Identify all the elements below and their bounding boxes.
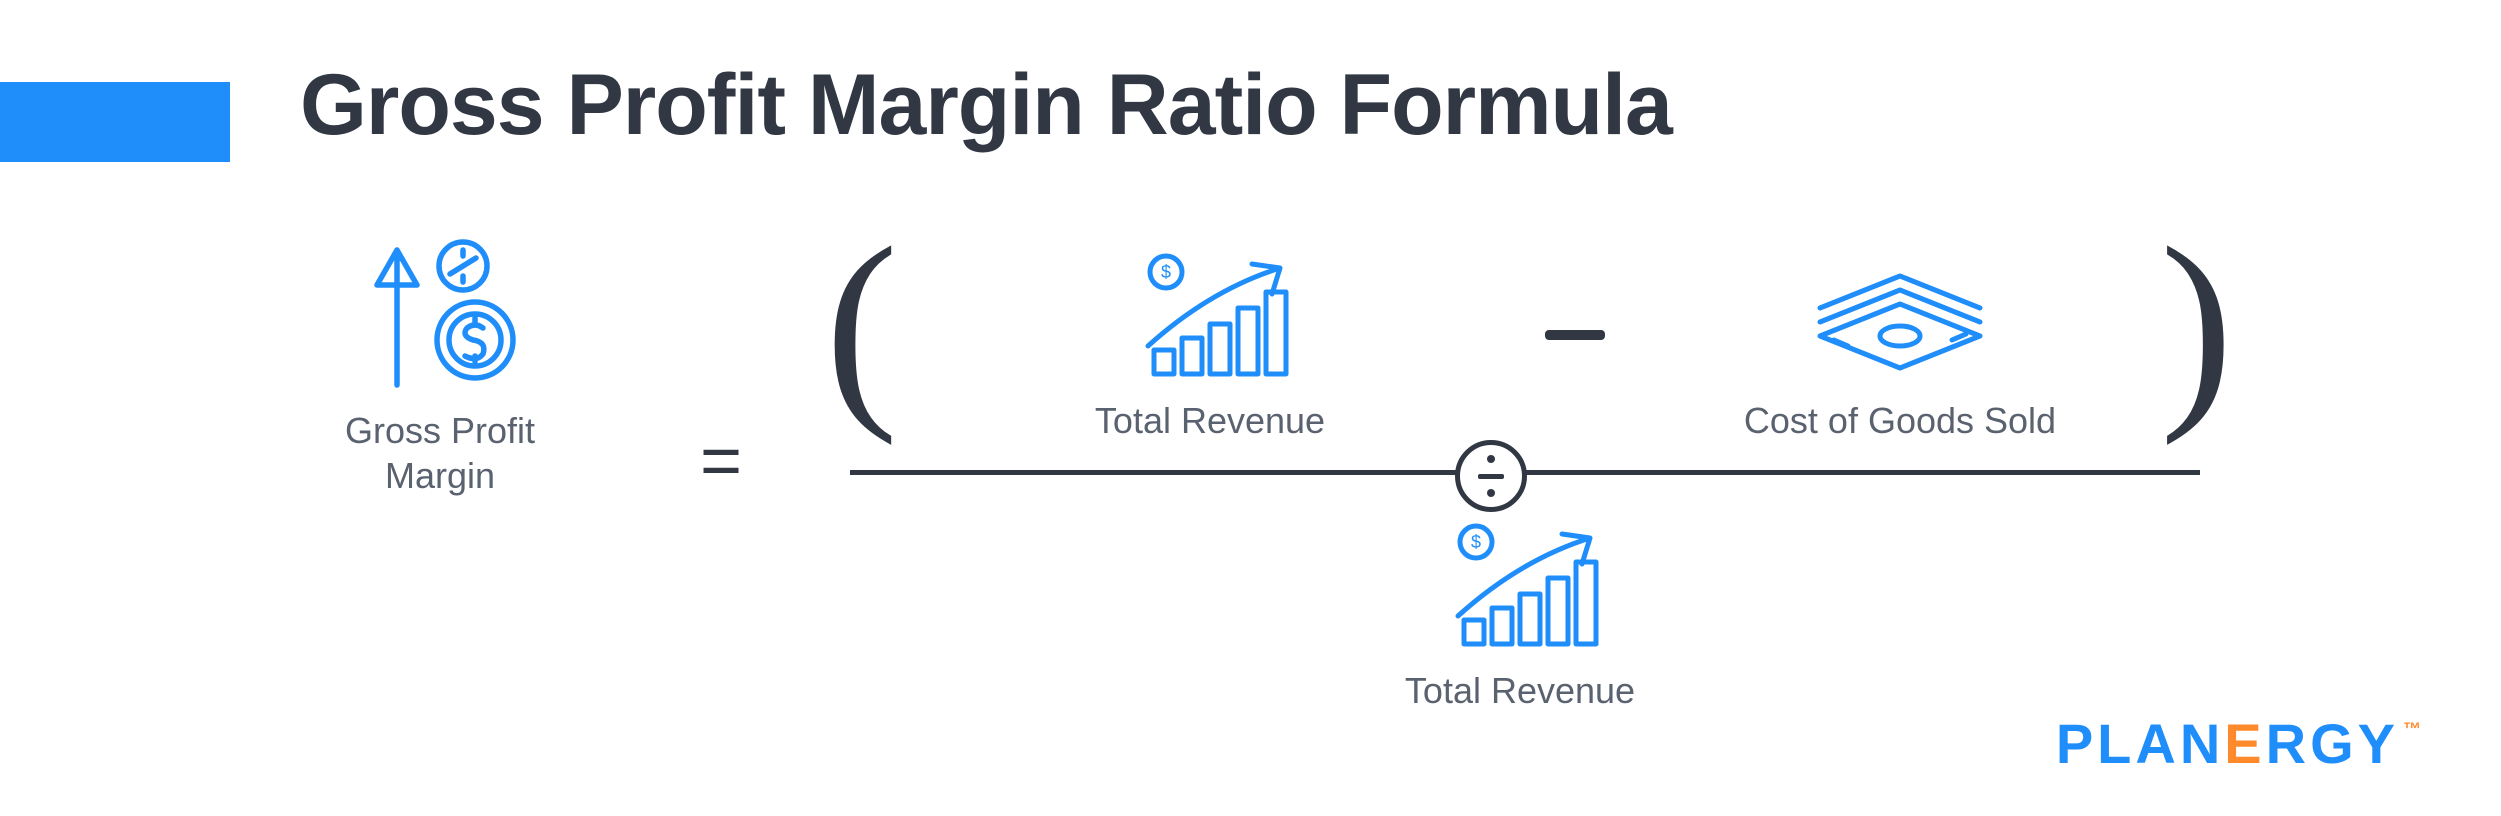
- term-label: Total Revenue: [1405, 668, 1635, 713]
- term-total-revenue-denominator: $ Total Revenue: [1370, 520, 1670, 713]
- accent-bar: [0, 82, 230, 162]
- term-gross-profit-margin: Gross Profit Margin: [280, 260, 600, 498]
- cash-stack-icon: [1790, 250, 2010, 380]
- arrow-coins-icon: [355, 260, 525, 390]
- growth-chart-icon: $: [1430, 520, 1610, 650]
- equals-sign: =: [700, 420, 742, 502]
- term-total-revenue-numerator: $ Total Revenue: [1060, 250, 1360, 443]
- divide-badge-icon: [1455, 440, 1527, 512]
- page-title: Gross Profit Margin Ratio Formula: [300, 56, 1672, 155]
- term-label: Cost of Goods Sold: [1744, 398, 2056, 443]
- svg-text:$: $: [1471, 532, 1481, 552]
- close-paren: ): [2160, 198, 2233, 451]
- brand-logo: PLANERGY™: [2056, 711, 2421, 776]
- trademark: ™: [2403, 719, 2425, 739]
- growth-chart-icon: $: [1120, 250, 1300, 380]
- open-paren: (: [825, 198, 898, 451]
- term-cost-of-goods-sold: Cost of Goods Sold: [1720, 250, 2080, 443]
- svg-text:$: $: [1161, 262, 1171, 282]
- term-label: Gross Profit Margin: [345, 408, 535, 498]
- infographic-canvas: Gross Profit Margin Ratio Formula Gross …: [0, 0, 2501, 816]
- minus-sign: [1545, 330, 1605, 340]
- term-label: Total Revenue: [1095, 398, 1325, 443]
